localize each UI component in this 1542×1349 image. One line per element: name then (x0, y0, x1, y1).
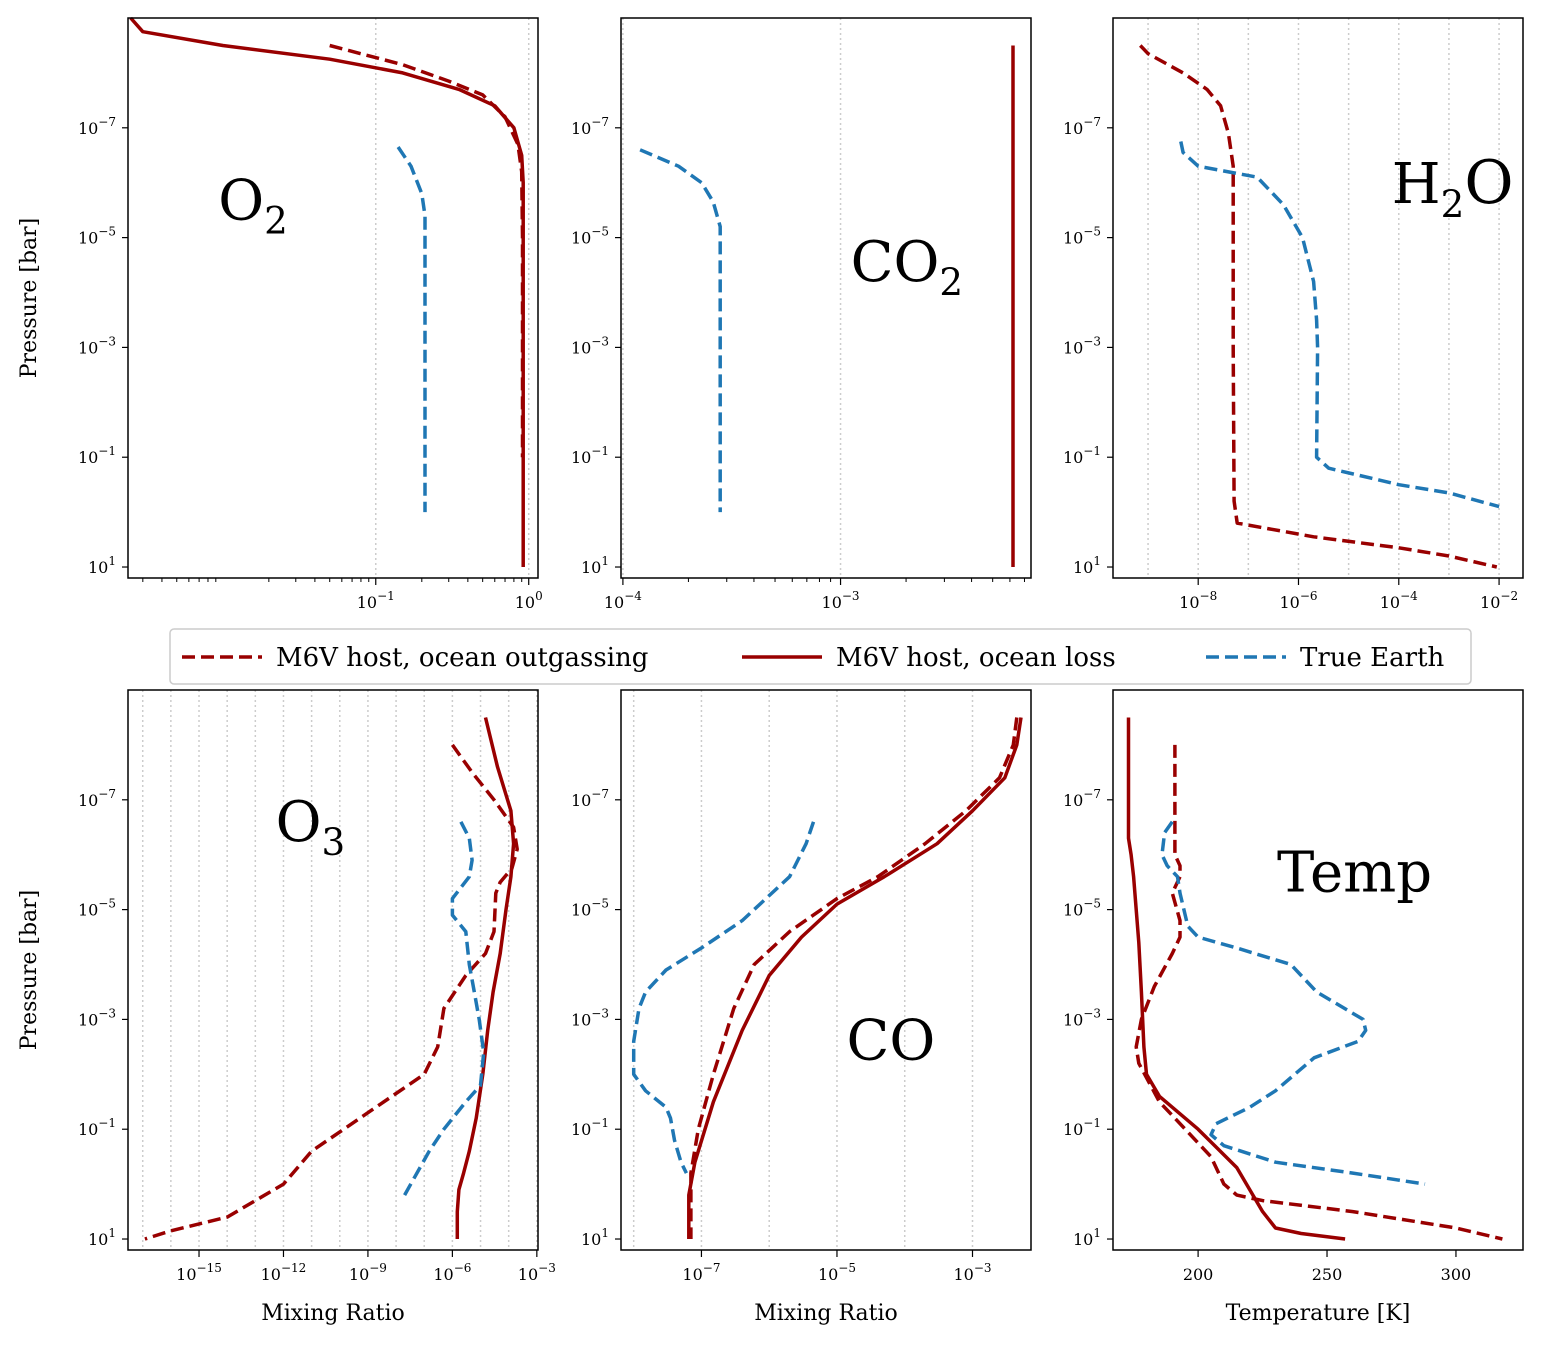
series-line-true-earth (631, 821, 816, 1174)
panel-label: CO (847, 1009, 936, 1074)
x-tick-label: 10−15 (176, 1261, 222, 1284)
panel-o3: 10−7 10−5 10−3 10−1 101 10−15 10−12 10−9 10−6 10−… (17, 689, 556, 1326)
x-tick-label: 250 (1312, 1265, 1343, 1284)
panel-o2: 10−7 10−5 10−3 10−1 101 10−1 100 Pressure [bar]… (17, 16, 543, 612)
panel-h2o: 10−7 10−5 10−3 10−1 101 10−8 10−6 10−4 10−2 H2O (1063, 17, 1524, 612)
legend: M6V host, ocean outgassing M6V host, ocea… (169, 628, 1472, 685)
series-line-m6v-host-ocean-loss (455, 717, 516, 1239)
y-tick-label: 10−3 (1063, 1006, 1101, 1029)
x-tick-label: 10−6 (433, 1261, 471, 1284)
y-tick-label: 10−7 (1063, 787, 1101, 810)
y-tick-label: 10−1 (571, 444, 609, 467)
panel-label: O2 (218, 169, 288, 243)
y-tick-label: 10−1 (78, 1116, 116, 1139)
y-tick-label: 10−5 (1063, 225, 1101, 248)
axes-frame (127, 17, 539, 579)
panel-co2: 10−7 10−5 10−3 10−1 101 10−4 10−3 CO2 (571, 17, 1032, 612)
y-tick-label: 10−7 (78, 787, 116, 810)
y-tick-label: 10−3 (571, 334, 609, 357)
y-tick-label: 10−1 (78, 444, 116, 467)
axes-frame (1112, 17, 1524, 579)
y-tick-label: 10−3 (1063, 334, 1101, 357)
series-line-true-earth (1179, 141, 1500, 509)
x-tick-label: 10−3 (518, 1261, 556, 1284)
series-line-m6v-host-ocean-loss (129, 16, 525, 567)
x-tick-label: 10−12 (261, 1261, 307, 1284)
axes-frame (127, 689, 539, 1251)
x-tick-label: 200 (1183, 1265, 1214, 1284)
y-tick-label: 10−1 (1063, 444, 1101, 467)
series-line-true-earth (639, 148, 722, 513)
x-tick-label: 10−4 (604, 589, 642, 612)
series-line-m6v-host-ocean-outgassing (1139, 44, 1498, 569)
series-line-m6v-host-ocean-outgassing (144, 743, 519, 1241)
y-tick-label: 101 (88, 1226, 116, 1249)
x-axis-label: Temperature [K] (1226, 1301, 1411, 1326)
series-line-m6v-host-ocean-outgassing (1134, 744, 1503, 1241)
y-axis-label: Pressure [bar] (17, 890, 42, 1051)
y-tick-label: 101 (88, 554, 116, 577)
x-tick-label: 10−1 (357, 589, 395, 612)
x-tick-label: 10−4 (1380, 589, 1418, 612)
legend-label: M6V host, ocean outgassing (276, 643, 648, 673)
y-tick-label: 10−7 (571, 115, 609, 138)
axes-frame (620, 17, 1032, 579)
y-tick-label: 10−5 (78, 225, 116, 248)
series-line-true-earth (396, 146, 427, 513)
x-tick-label: 10−6 (1279, 589, 1317, 612)
y-tick-label: 101 (1073, 554, 1101, 577)
y-tick-label: 10−7 (571, 787, 609, 810)
panel-co: 10−7 10−5 10−3 10−1 101 10−7 10−5 10−3 Mixing Ra… (571, 689, 1032, 1326)
x-axis-label: Mixing Ratio (754, 1301, 898, 1326)
x-tick-label: 10−3 (822, 589, 860, 612)
y-tick-label: 10−5 (571, 897, 609, 920)
axes-frame (1112, 689, 1524, 1251)
x-axis-label: Mixing Ratio (261, 1301, 405, 1326)
y-tick-label: 101 (1073, 1226, 1101, 1249)
y-tick-label: 101 (581, 554, 609, 577)
series-line-true-earth (403, 821, 486, 1196)
y-tick-label: 10−5 (1063, 897, 1101, 920)
x-tick-label: 100 (515, 589, 543, 612)
y-tick-label: 10−7 (78, 115, 116, 138)
y-tick-label: 10−3 (78, 1006, 116, 1029)
series-line-true-earth (1160, 820, 1426, 1186)
y-tick-label: 10−1 (1063, 1116, 1101, 1139)
x-tick-label: 10−9 (349, 1261, 387, 1284)
x-tick-label: 10−3 (953, 1261, 991, 1284)
x-tick-label: 300 (1441, 1265, 1472, 1284)
y-tick-label: 10−3 (571, 1006, 609, 1029)
y-tick-label: 10−7 (1063, 115, 1101, 138)
panel-label: H2O (1392, 148, 1514, 226)
y-tick-label: 10−5 (571, 225, 609, 248)
panel-label: Temp (1277, 841, 1432, 906)
series-line-m6v-host-ocean-outgassing (689, 717, 1019, 1239)
y-tick-label: 10−5 (78, 897, 116, 920)
legend-label: M6V host, ocean loss (836, 643, 1116, 673)
x-tick-label: 10−7 (682, 1261, 720, 1284)
panel-label: CO2 (851, 230, 963, 304)
y-tick-label: 10−3 (78, 334, 116, 357)
x-tick-label: 10−2 (1480, 589, 1518, 612)
y-tick-label: 101 (581, 1226, 609, 1249)
legend-label: True Earth (1300, 643, 1445, 673)
panel-temp: 10−7 10−5 10−3 10−1 101 200 250 300 Temperature … (1063, 689, 1524, 1326)
axes-frame (620, 689, 1032, 1251)
series-line-m6v-host-ocean-loss (687, 717, 1023, 1239)
y-tick-label: 10−1 (571, 1116, 609, 1139)
x-tick-label: 10−8 (1179, 589, 1217, 612)
x-tick-label: 10−5 (818, 1261, 856, 1284)
y-axis-label: Pressure [bar] (17, 218, 42, 379)
series-line-m6v-host-ocean-loss (1126, 717, 1346, 1241)
panel-label: O3 (276, 790, 346, 864)
